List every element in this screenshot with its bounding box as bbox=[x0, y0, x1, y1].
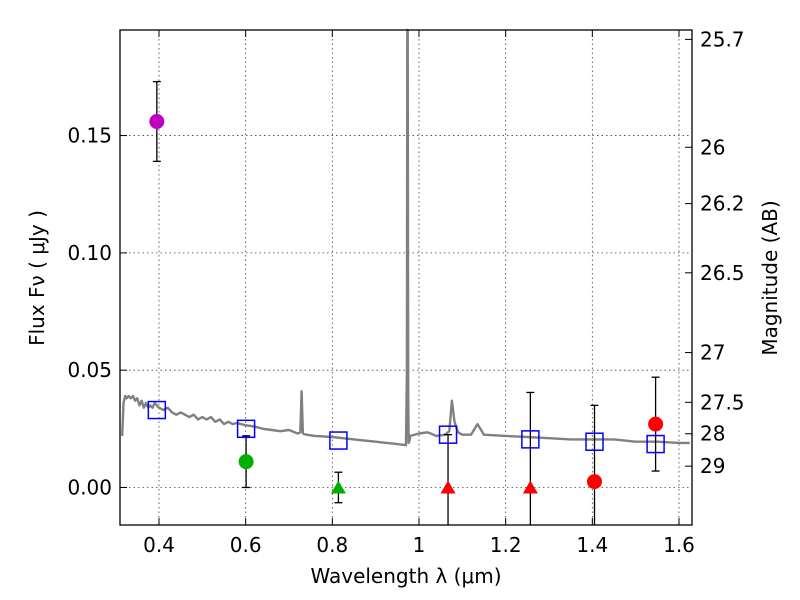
data-point-square bbox=[147, 400, 167, 420]
grid-lines bbox=[120, 30, 692, 525]
x-tick-label: 1 bbox=[413, 533, 426, 557]
data-point-square bbox=[521, 430, 540, 449]
y-tick-label: 0.05 bbox=[67, 358, 112, 382]
model-spectrum bbox=[121, 28, 690, 447]
y-tick-label: 0.10 bbox=[67, 241, 112, 265]
y2-tick-label: 28 bbox=[700, 422, 725, 446]
axis-ticks: 0.4 0.6 0.8 1 1.2 1.4 1.6 0.00 0.05 0.10 0.15 25.7 2… bbox=[67, 27, 744, 557]
y2-tick-label: 27.5 bbox=[700, 390, 745, 414]
y2-tick-label: 27 bbox=[700, 341, 725, 365]
data-point-square bbox=[329, 431, 348, 450]
data-point-square bbox=[236, 419, 256, 439]
spectrum-line bbox=[121, 28, 690, 447]
plot-frame bbox=[119, 29, 693, 526]
data-point-circle bbox=[648, 416, 664, 432]
y-tick-label: 0.15 bbox=[67, 124, 112, 148]
data-point-square bbox=[646, 434, 665, 454]
y2-tick-label: 26.5 bbox=[700, 261, 745, 285]
y-axis-title: Flux Fν ( μJy ) bbox=[25, 210, 49, 346]
y2-tick-label: 29 bbox=[700, 454, 725, 478]
data-markers bbox=[147, 113, 665, 494]
x-tick-label: 1.2 bbox=[490, 533, 522, 557]
data-point-triangle bbox=[330, 480, 346, 494]
x-axis-title: Wavelength λ (μm) bbox=[310, 564, 501, 588]
y-tick-label: 0.00 bbox=[67, 475, 112, 499]
data-point-circle bbox=[149, 113, 165, 129]
data-point-circle bbox=[587, 474, 602, 490]
y2-axis-title: Magnitude (AB) bbox=[758, 200, 782, 355]
data-point-square bbox=[438, 425, 458, 444]
x-tick-label: 1.6 bbox=[663, 533, 695, 557]
x-tick-label: 0.6 bbox=[230, 533, 262, 557]
data-point-circle bbox=[238, 454, 254, 470]
x-tick-label: 0.8 bbox=[316, 533, 348, 557]
y2-tick-label: 26.2 bbox=[700, 192, 745, 216]
data-point-triangle bbox=[440, 480, 456, 494]
y2-tick-label: 25.7 bbox=[700, 27, 745, 51]
x-tick-label: 0.4 bbox=[143, 533, 175, 557]
y2-tick-label: 26 bbox=[700, 135, 725, 159]
data-point-triangle bbox=[522, 480, 538, 494]
x-tick-label: 1.4 bbox=[576, 533, 608, 557]
data-point-square bbox=[585, 432, 604, 451]
